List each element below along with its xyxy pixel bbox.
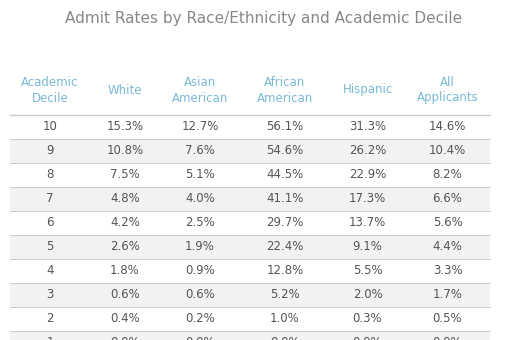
Text: 5.2%: 5.2% [270,289,300,302]
Text: 2.5%: 2.5% [185,217,215,230]
Text: 8: 8 [46,169,54,182]
Text: 0.0%: 0.0% [110,337,140,340]
Text: 5: 5 [46,240,54,254]
Text: 56.1%: 56.1% [266,120,304,134]
Bar [10,259,490,283]
Text: 1.7%: 1.7% [432,289,463,302]
Text: 9: 9 [46,144,54,157]
Text: 2.0%: 2.0% [353,289,382,302]
Text: 1.0%: 1.0% [270,312,300,325]
Bar [10,211,490,235]
Text: 0.3%: 0.3% [353,312,382,325]
Text: 10: 10 [43,120,58,134]
Text: 0.0%: 0.0% [185,337,215,340]
Bar [10,307,490,331]
Text: 0.0%: 0.0% [432,337,463,340]
Text: 5.5%: 5.5% [353,265,382,277]
Text: 22.4%: 22.4% [266,240,304,254]
Text: African
American: African American [257,75,313,104]
Text: 4: 4 [46,265,54,277]
Bar [10,235,490,259]
Text: 41.1%: 41.1% [266,192,304,205]
Text: 6.6%: 6.6% [432,192,463,205]
Text: 0.0%: 0.0% [353,337,382,340]
Bar [10,331,490,340]
Text: Hispanic: Hispanic [342,84,393,97]
Text: 0.6%: 0.6% [110,289,140,302]
Text: 5.6%: 5.6% [432,217,463,230]
Text: 7: 7 [46,192,54,205]
Text: All
Applicants: All Applicants [417,75,478,104]
Text: Admit Rates by Race/Ethnicity and Academic Decile: Admit Rates by Race/Ethnicity and Academ… [65,11,463,26]
Text: 1: 1 [46,337,54,340]
Text: 7.5%: 7.5% [110,169,140,182]
Bar [10,283,490,307]
Bar [10,163,490,187]
Text: Asian
American: Asian American [172,75,228,104]
Text: 10.4%: 10.4% [429,144,466,157]
Text: 17.3%: 17.3% [349,192,386,205]
Text: 4.8%: 4.8% [110,192,140,205]
Text: 10.8%: 10.8% [107,144,144,157]
Text: 0.9%: 0.9% [185,265,215,277]
Text: 0.6%: 0.6% [185,289,215,302]
Text: 54.6%: 54.6% [266,144,304,157]
Text: 6: 6 [46,217,54,230]
Text: 29.7%: 29.7% [266,217,304,230]
Text: 0.2%: 0.2% [185,312,215,325]
Text: 12.7%: 12.7% [181,120,219,134]
Text: 22.9%: 22.9% [349,169,386,182]
Text: 9.1%: 9.1% [353,240,382,254]
Text: 4.0%: 4.0% [185,192,215,205]
Text: 8.2%: 8.2% [432,169,463,182]
Text: 1.9%: 1.9% [185,240,215,254]
Text: 13.7%: 13.7% [349,217,386,230]
Bar [10,139,490,163]
Text: 5.1%: 5.1% [185,169,215,182]
Text: 12.8%: 12.8% [266,265,304,277]
Text: 14.6%: 14.6% [429,120,466,134]
Text: 0.4%: 0.4% [110,312,140,325]
Text: 44.5%: 44.5% [266,169,304,182]
Text: 26.2%: 26.2% [349,144,386,157]
Bar [10,115,490,139]
Text: White: White [108,84,142,97]
Text: 3: 3 [46,289,54,302]
Text: 2: 2 [46,312,54,325]
Text: 7.6%: 7.6% [185,144,215,157]
Text: 2.6%: 2.6% [110,240,140,254]
Text: 0.5%: 0.5% [432,312,463,325]
Text: 4.4%: 4.4% [432,240,463,254]
Text: 31.3%: 31.3% [349,120,386,134]
Text: 1.8%: 1.8% [110,265,140,277]
Text: Academic
Decile: Academic Decile [21,75,79,104]
Text: 15.3%: 15.3% [107,120,144,134]
Bar [10,187,490,211]
Text: 4.2%: 4.2% [110,217,140,230]
Text: 3.3%: 3.3% [432,265,463,277]
Text: 0.0%: 0.0% [270,337,300,340]
